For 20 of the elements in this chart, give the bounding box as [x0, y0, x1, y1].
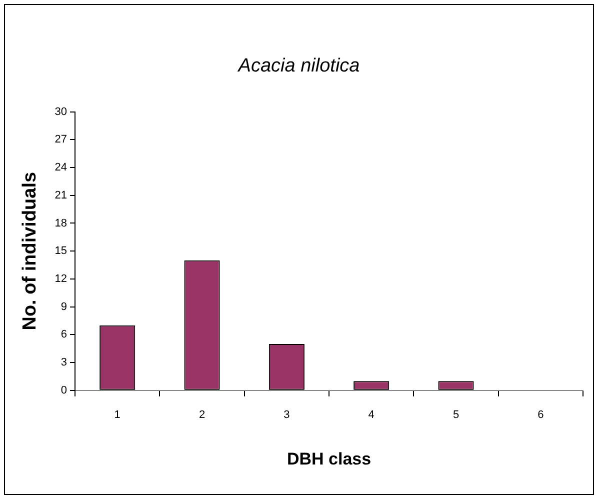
y-axis-title: No. of individuals — [20, 172, 41, 330]
x-tick-label: 1 — [114, 409, 120, 422]
x-tick-label: 5 — [452, 409, 460, 422]
chart-title: Acacia nilotica — [237, 56, 360, 77]
y-tick-label: 30 — [54, 106, 68, 118]
y-tick-label: 27 — [54, 134, 68, 146]
x-tick-label: 3 — [284, 409, 290, 422]
y-tick-label: 0 — [60, 384, 68, 396]
x-tick-label: 6 — [538, 409, 544, 422]
y-tick-label: 15 — [54, 245, 68, 258]
y-tick-label: 21 — [54, 189, 68, 202]
y-tick-label: 6 — [60, 328, 68, 341]
x-axis-title: DBH class — [286, 449, 372, 468]
y-tick-label: 3 — [60, 356, 68, 369]
x-tick-label: 2 — [198, 409, 206, 422]
x-tick-label: 4 — [368, 409, 374, 422]
y-tick-label: 9 — [60, 300, 68, 313]
y-tick-label: 24 — [54, 162, 68, 174]
y-tick-label: 18 — [54, 217, 68, 230]
y-tick-label: 12 — [54, 272, 68, 285]
